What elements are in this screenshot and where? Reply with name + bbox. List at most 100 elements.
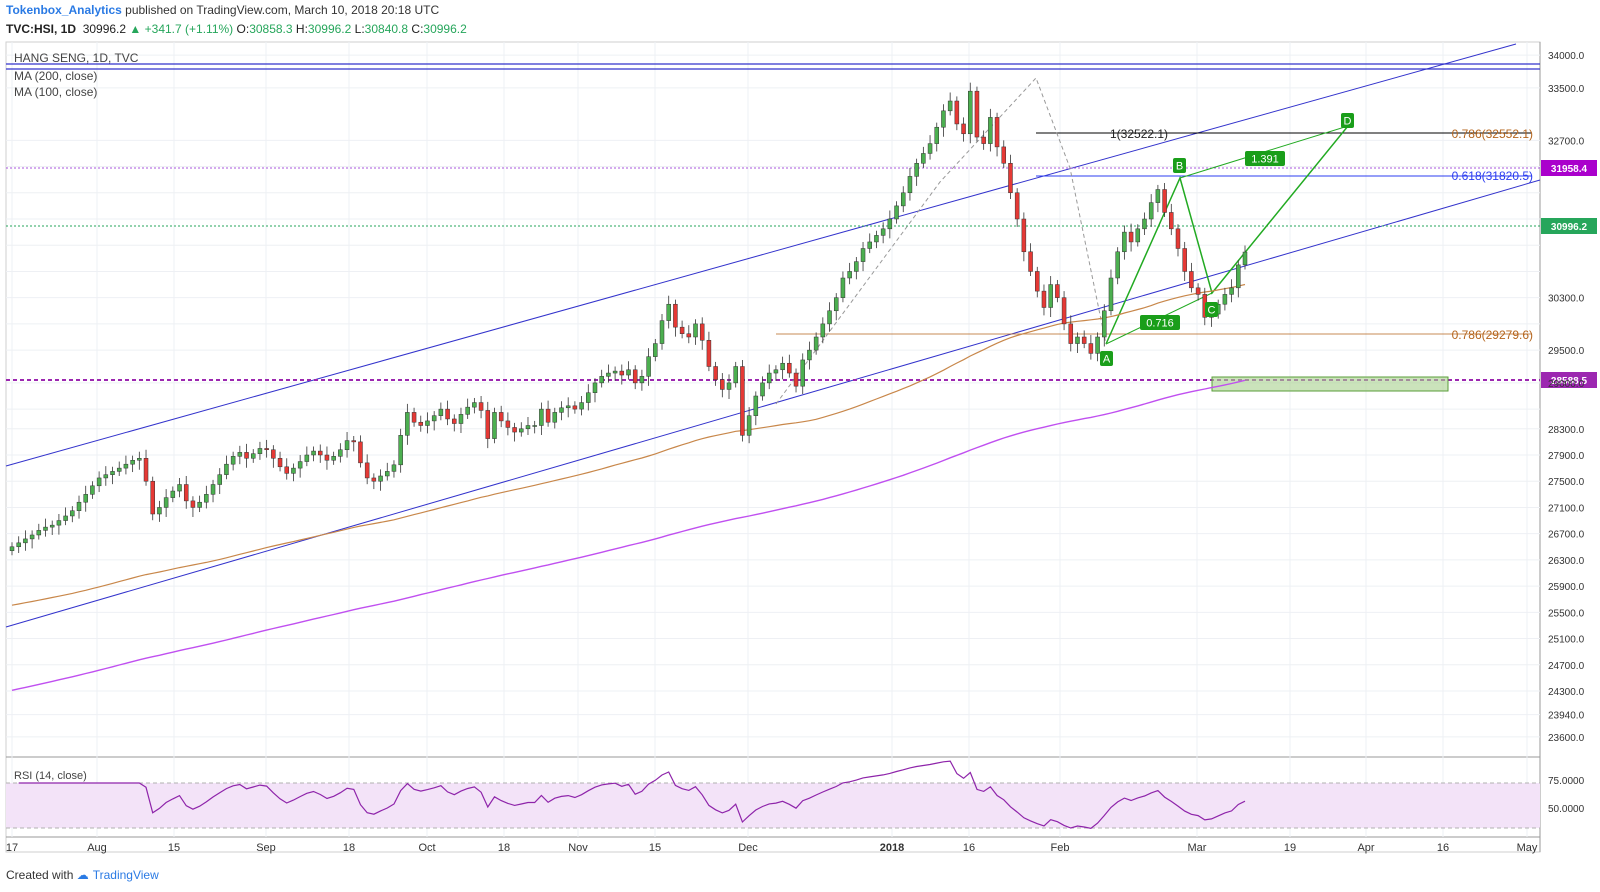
candle-body bbox=[36, 530, 42, 536]
price-tick-label: 23600.0 bbox=[1548, 733, 1585, 744]
candle-body bbox=[787, 362, 792, 374]
candle-body bbox=[63, 515, 68, 521]
ohlc-readout: TVC:HSI, 1D 30996.2 ▲ +341.7 (+1.11%) O:… bbox=[6, 22, 467, 36]
candle-body bbox=[76, 501, 82, 511]
tradingview-cloud-icon: ☁ bbox=[76, 868, 89, 882]
low-label: L: bbox=[354, 22, 365, 36]
candle-body bbox=[619, 370, 625, 376]
price-tick-label: 25100.0 bbox=[1548, 635, 1585, 646]
candle-body bbox=[1236, 264, 1241, 289]
candle-body bbox=[706, 340, 712, 367]
candle-body bbox=[807, 349, 812, 361]
open-label: O: bbox=[236, 22, 250, 36]
candle-body bbox=[297, 461, 303, 469]
candle-body bbox=[425, 420, 430, 426]
candle-body bbox=[331, 456, 336, 461]
candle-body bbox=[90, 485, 95, 495]
candle-body bbox=[867, 241, 872, 249]
close-value: 30996.2 bbox=[423, 22, 467, 36]
rsi-line bbox=[18, 760, 1246, 829]
legend-ma200[interactable]: MA (200, close) bbox=[14, 69, 97, 83]
price-flag-28588: 28588.5 bbox=[1551, 376, 1588, 387]
candle-body bbox=[753, 395, 759, 416]
open-value: 30858.3 bbox=[249, 22, 293, 36]
candle-body bbox=[1081, 336, 1087, 344]
low-value: 30840.8 bbox=[364, 22, 409, 36]
legend-rsi[interactable]: RSI (14, close) bbox=[14, 770, 87, 782]
channel-upper-line bbox=[5, 43, 1517, 467]
candle-body bbox=[793, 372, 799, 387]
candle-body bbox=[250, 453, 256, 459]
candle-body bbox=[371, 477, 377, 482]
price-flag-30996-bg bbox=[1541, 218, 1597, 234]
candle-body bbox=[766, 372, 772, 384]
candle-body bbox=[224, 463, 229, 475]
candle-body bbox=[324, 454, 330, 461]
candle-body bbox=[338, 449, 343, 457]
candle-body bbox=[1115, 251, 1120, 279]
candle-body bbox=[1102, 310, 1107, 338]
price-tick-label: 32700.0 bbox=[1548, 136, 1585, 147]
candle-body bbox=[1155, 189, 1161, 203]
candle-body bbox=[197, 501, 202, 508]
candle-body bbox=[465, 406, 470, 415]
close-label: C: bbox=[411, 22, 424, 36]
candle-body bbox=[954, 100, 960, 125]
candle-body bbox=[1095, 336, 1100, 354]
candle-body bbox=[391, 464, 397, 472]
candle-body bbox=[840, 277, 846, 298]
candle-body bbox=[96, 477, 102, 487]
candle-body bbox=[431, 415, 437, 422]
candle-body bbox=[1169, 212, 1174, 230]
ratio-0716-badge-bg bbox=[1140, 315, 1180, 330]
candle-body bbox=[941, 110, 946, 128]
candle-body bbox=[686, 333, 692, 338]
candle-body bbox=[565, 405, 571, 409]
author-link[interactable]: Tokenbox_Analytics bbox=[6, 3, 122, 17]
time-tick-label: May bbox=[1517, 842, 1538, 854]
candle-body bbox=[385, 471, 390, 477]
candle-body bbox=[1008, 163, 1013, 194]
time-tick-label: Oct bbox=[418, 842, 435, 854]
candle-body bbox=[492, 412, 497, 439]
candle-body bbox=[626, 369, 631, 376]
time-tick-label: 18 bbox=[343, 842, 355, 854]
candle-body bbox=[1229, 287, 1234, 295]
candles bbox=[9, 82, 1248, 556]
price-tick-label: 24300.0 bbox=[1548, 687, 1585, 698]
high-label: H: bbox=[295, 22, 308, 36]
candle-body bbox=[70, 510, 75, 517]
tradingview-link[interactable]: TradingView bbox=[92, 868, 159, 882]
candle-body bbox=[1162, 189, 1167, 213]
candle-body bbox=[907, 176, 913, 194]
candle-body bbox=[143, 458, 149, 482]
candle-body bbox=[150, 480, 155, 515]
candle-body bbox=[1021, 218, 1027, 253]
candle-body bbox=[733, 366, 738, 384]
candle-body bbox=[894, 205, 899, 220]
target-zone bbox=[1211, 376, 1449, 392]
candle-body bbox=[820, 323, 826, 338]
candle-body bbox=[974, 90, 980, 138]
price-flag-31958-bg bbox=[1541, 160, 1597, 176]
time-tick-label: 15 bbox=[649, 842, 661, 854]
price-tick-label: 33500.0 bbox=[1548, 84, 1585, 95]
candle-body bbox=[1048, 284, 1053, 308]
candle-body bbox=[860, 248, 866, 262]
candle-body bbox=[1189, 271, 1194, 289]
ratio-1391-badge: 1.391 bbox=[1251, 154, 1279, 166]
published-text: published on TradingView.com, March 10, … bbox=[125, 3, 440, 17]
time-tick-label: Mar bbox=[1188, 842, 1207, 854]
legend-ma100[interactable]: MA (100, close) bbox=[14, 85, 97, 99]
time-tick-label: 19 bbox=[1284, 842, 1296, 854]
candle-body bbox=[1001, 146, 1007, 164]
candle-body bbox=[183, 484, 189, 502]
candle-body bbox=[921, 153, 926, 164]
candle-body bbox=[304, 454, 310, 462]
candle-body bbox=[411, 412, 417, 423]
candle-body bbox=[257, 448, 263, 454]
candle-body bbox=[1055, 284, 1060, 298]
candle-body bbox=[110, 471, 115, 475]
candle-body bbox=[720, 379, 725, 390]
